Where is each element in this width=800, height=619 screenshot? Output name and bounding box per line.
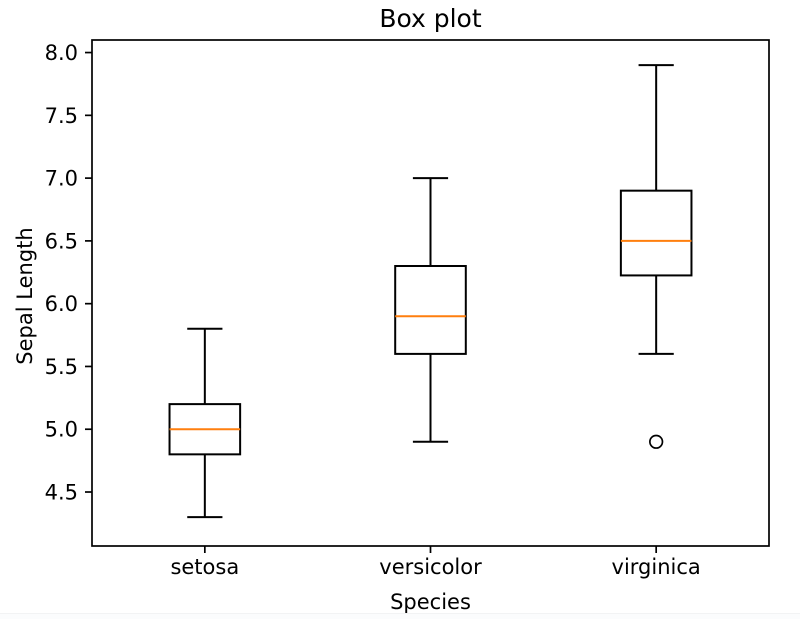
y-tick-label: 6.5 <box>45 229 78 253</box>
box-virginica <box>619 189 693 277</box>
y-tick-label: 7.0 <box>45 167 78 191</box>
y-tick-label: 7.5 <box>45 104 78 128</box>
x-axis-label: Species <box>390 590 471 614</box>
x-tick-label-virginica: virginica <box>612 555 701 579</box>
y-tick-label: 8.0 <box>45 41 78 65</box>
window-bottom-edge <box>0 613 800 619</box>
box-versicolor <box>394 265 467 355</box>
outlier-virginica <box>649 434 664 449</box>
y-axis-label: Sepal Length <box>13 227 37 365</box>
x-tick-label-setosa: setosa <box>170 555 239 579</box>
y-tick-label: 5.5 <box>45 355 78 379</box>
chart-title: Box plot <box>379 4 482 33</box>
x-tick-label-versicolor: versicolor <box>379 555 482 579</box>
y-tick-label: 4.5 <box>45 481 78 505</box>
y-tick-label: 6.0 <box>45 292 78 316</box>
y-tick-label: 5.0 <box>45 418 78 442</box>
